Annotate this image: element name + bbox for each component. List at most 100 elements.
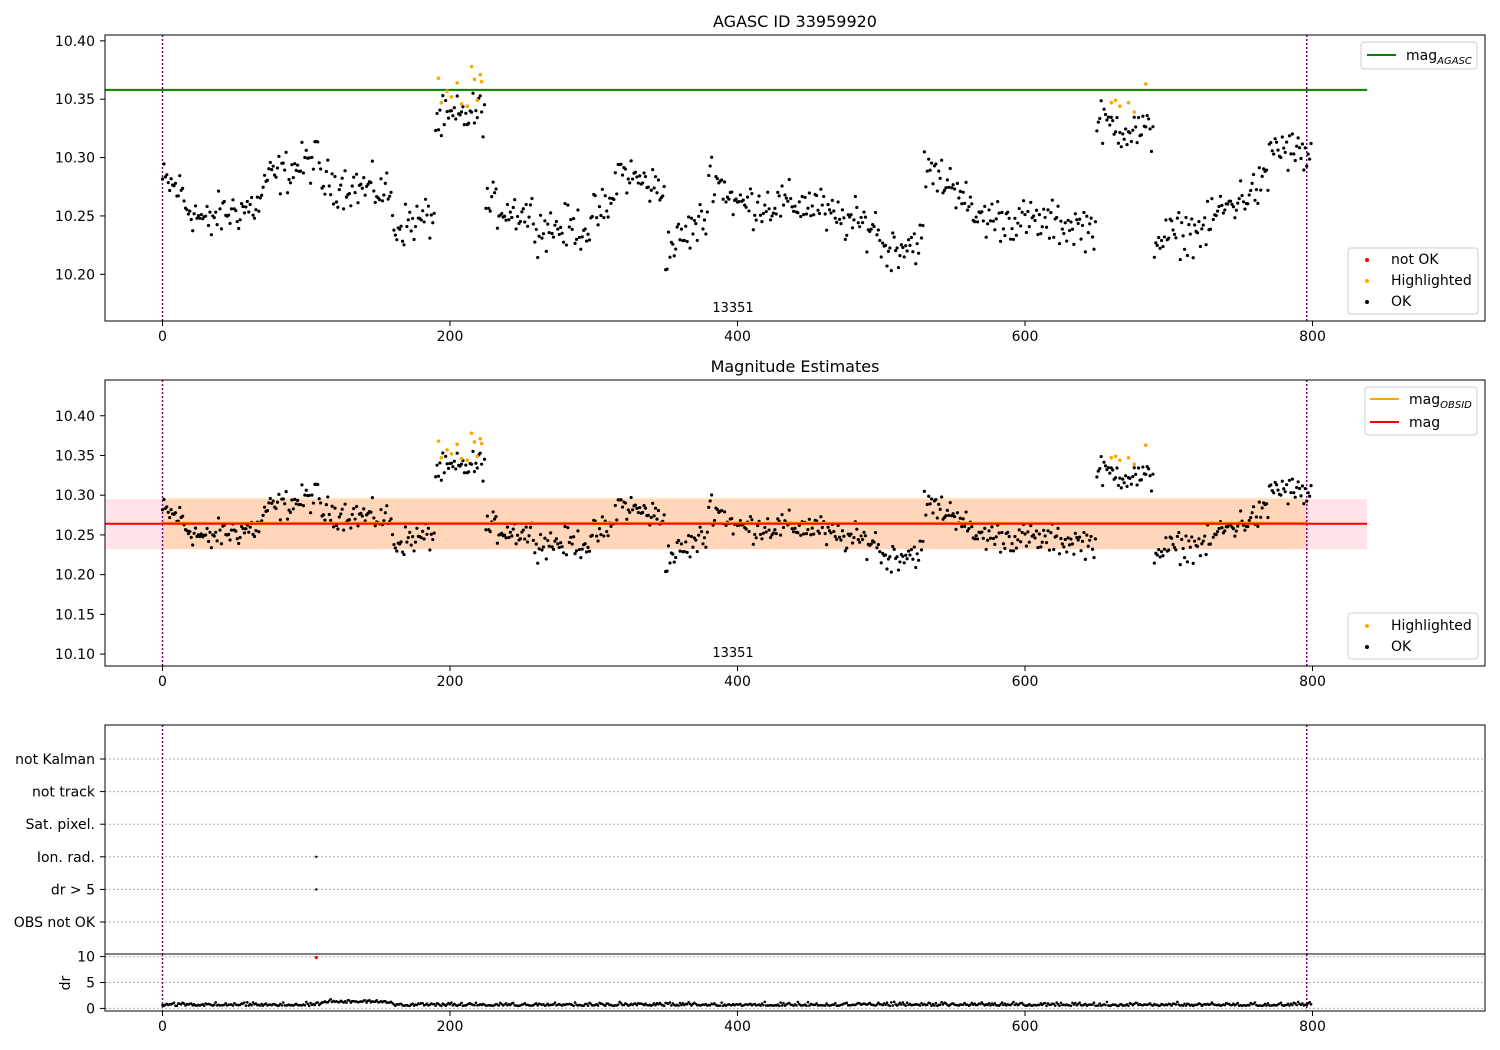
ok-point <box>257 209 261 213</box>
ok-point <box>1256 524 1260 528</box>
ok-point <box>412 237 416 242</box>
ok-point <box>655 517 659 521</box>
ok-point <box>1195 544 1200 548</box>
ok-point <box>860 537 865 542</box>
ok-point <box>793 204 797 208</box>
ok-point <box>182 199 186 203</box>
ok-point <box>563 201 567 206</box>
dr-point <box>1209 1002 1212 1006</box>
ok-point <box>436 474 441 478</box>
ok-point <box>620 505 625 509</box>
dr-point <box>941 1003 945 1006</box>
ok-point <box>761 531 765 535</box>
ok-point <box>612 197 616 202</box>
ok-point <box>623 167 627 171</box>
ok-point <box>1264 502 1269 506</box>
dr-point <box>1288 1004 1291 1007</box>
dr-point <box>1295 1003 1298 1007</box>
ok-point <box>1299 156 1303 161</box>
ok-point <box>1132 115 1136 119</box>
ok-point <box>454 117 458 121</box>
ok-point <box>812 532 816 536</box>
ok-point <box>204 214 208 218</box>
ok-point <box>193 204 198 208</box>
ok-point <box>291 175 295 180</box>
ok-point <box>521 528 525 532</box>
ok-point <box>1098 116 1102 121</box>
dr-point <box>759 1004 762 1007</box>
ok-point <box>827 208 832 212</box>
ok-point <box>349 526 353 530</box>
ok-point <box>1181 546 1185 551</box>
ok-point <box>285 517 290 521</box>
ok-point <box>1101 141 1105 145</box>
ok-point <box>758 532 763 537</box>
ok-point <box>796 211 800 215</box>
dr-point <box>762 1003 765 1007</box>
dr-point <box>1084 1002 1087 1006</box>
ok-point <box>383 511 387 515</box>
dr-point <box>1183 1002 1186 1006</box>
ok-point <box>1295 144 1299 148</box>
ok-point <box>590 533 594 537</box>
ok-point <box>191 543 195 547</box>
ok-point <box>858 225 862 229</box>
ok-point <box>1293 158 1297 163</box>
highlighted-point <box>439 456 444 460</box>
ok-point <box>845 546 849 550</box>
ok-point <box>513 198 517 202</box>
flag-point <box>315 855 318 858</box>
y-tick-label: 10.20 <box>55 267 95 283</box>
ok-point <box>439 134 443 138</box>
ok-point <box>1013 534 1017 539</box>
ok-point <box>1190 217 1194 221</box>
ok-point <box>807 517 811 521</box>
ok-point <box>944 186 948 190</box>
ok-point <box>178 174 182 178</box>
ok-point <box>1198 554 1202 558</box>
ok-point <box>1131 474 1135 479</box>
ok-point <box>750 518 754 522</box>
ok-point <box>1234 208 1238 212</box>
ok-point <box>695 238 699 243</box>
dr-point <box>806 1000 810 1004</box>
ok-point <box>1308 157 1312 161</box>
ok-point <box>431 537 435 542</box>
ok-point <box>892 235 896 239</box>
ok-point <box>1109 115 1113 119</box>
ok-point <box>1088 538 1092 542</box>
dr-point <box>586 1004 590 1007</box>
dr-point <box>901 1001 905 1004</box>
highlighted-point <box>1143 443 1148 447</box>
highlighted-point <box>1132 110 1137 114</box>
ok-point <box>1089 534 1093 539</box>
ok-point <box>478 451 482 455</box>
ok-point <box>605 209 609 213</box>
ok-point <box>975 537 980 541</box>
ok-point <box>438 461 442 465</box>
ok-point <box>160 177 165 181</box>
legend-ok-marker <box>1365 300 1369 304</box>
ok-point <box>955 511 960 515</box>
ok-point <box>747 209 751 213</box>
ok-point <box>409 229 413 233</box>
dr-point <box>1184 1004 1188 1007</box>
ok-point <box>646 513 650 517</box>
ok-point <box>807 191 811 195</box>
ok-point <box>319 501 323 505</box>
ok-point <box>1191 561 1195 565</box>
ok-point <box>919 548 924 552</box>
ok-point <box>957 196 961 200</box>
ok-point <box>1003 234 1007 238</box>
ok-point <box>1208 542 1213 546</box>
ok-point <box>1057 241 1062 246</box>
dr-point <box>534 1002 538 1005</box>
ok-point <box>789 196 793 201</box>
highlighted-point <box>1113 98 1118 103</box>
ok-point <box>606 534 610 538</box>
ok-point <box>431 221 435 225</box>
dr-point <box>1074 1001 1077 1005</box>
ok-point <box>980 530 984 534</box>
ok-point <box>441 451 445 455</box>
ok-point <box>1033 536 1037 540</box>
